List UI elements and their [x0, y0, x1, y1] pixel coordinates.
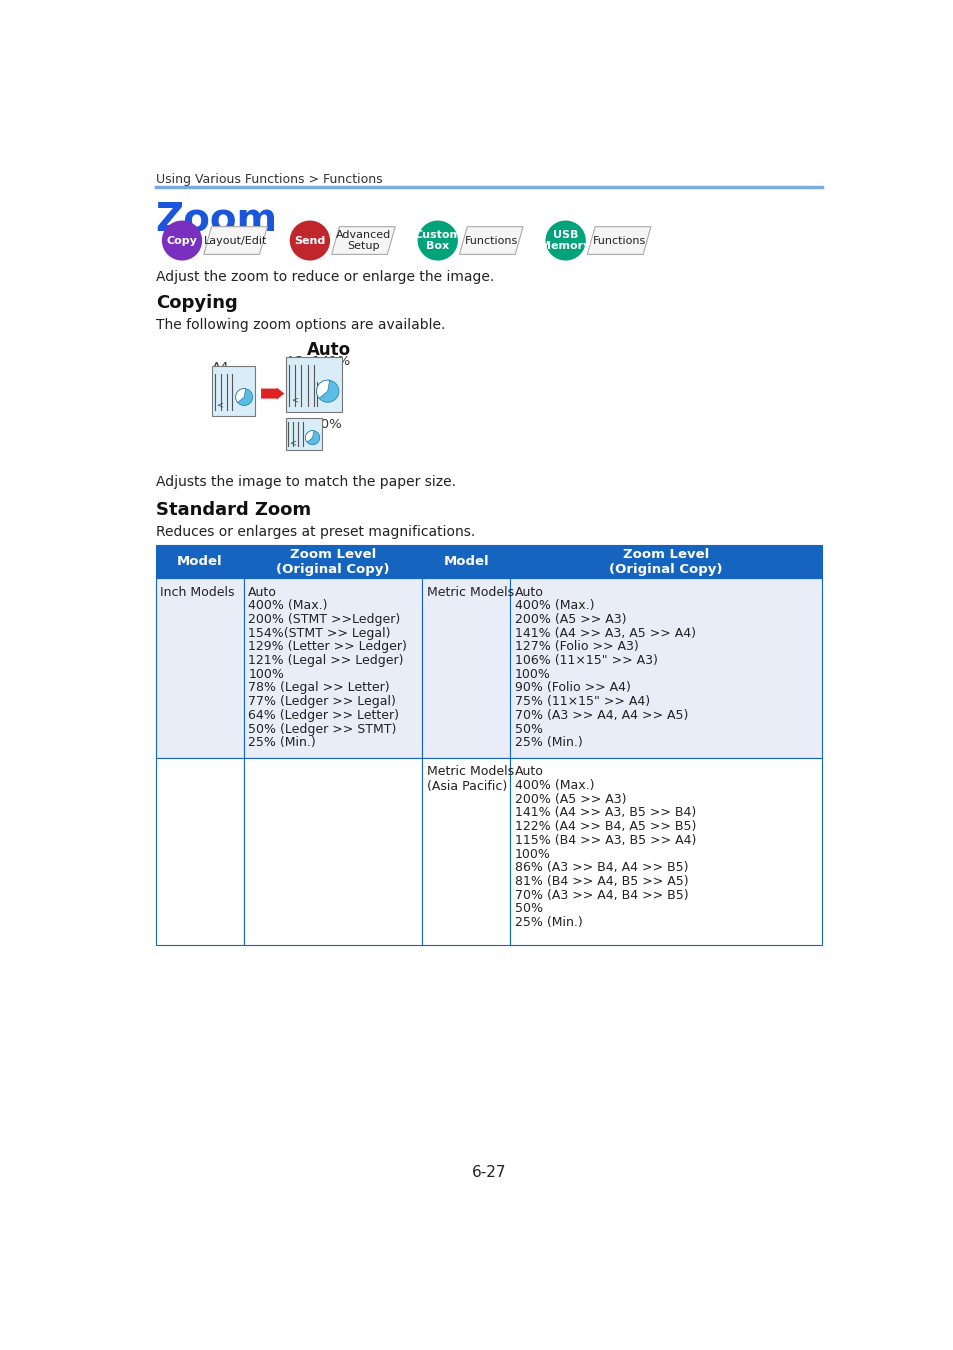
Text: Auto: Auto	[306, 340, 350, 359]
Text: Copying: Copying	[155, 294, 237, 312]
Text: 154%(STMT >> Legal): 154%(STMT >> Legal)	[248, 626, 391, 640]
Text: Standard Zoom: Standard Zoom	[155, 501, 311, 518]
Text: 400% (Max.): 400% (Max.)	[248, 599, 328, 612]
Text: Advanced
Setup: Advanced Setup	[335, 230, 391, 251]
Text: The following zoom options are available.: The following zoom options are available…	[155, 317, 445, 332]
Text: 121% (Legal >> Ledger): 121% (Legal >> Ledger)	[248, 653, 403, 667]
Text: 50%: 50%	[515, 902, 542, 915]
FancyBboxPatch shape	[155, 578, 243, 757]
Text: 400% (Max.): 400% (Max.)	[515, 599, 594, 612]
Text: Reduces or enlarges at preset magnifications.: Reduces or enlarges at preset magnificat…	[155, 525, 475, 540]
Text: Auto: Auto	[515, 586, 543, 598]
Text: 100%: 100%	[515, 848, 550, 860]
Text: Auto: Auto	[515, 765, 543, 779]
Text: Copy: Copy	[167, 235, 197, 246]
Text: 25% (Min.): 25% (Min.)	[248, 736, 315, 749]
Text: 115% (B4 >> A3, B5 >> A4): 115% (B4 >> A3, B5 >> A4)	[515, 834, 696, 846]
FancyBboxPatch shape	[422, 757, 510, 945]
Polygon shape	[587, 227, 650, 254]
Circle shape	[316, 381, 338, 402]
Text: 129% (Letter >> Ledger): 129% (Letter >> Ledger)	[248, 640, 407, 653]
Text: Metric Models
(Asia Pacific): Metric Models (Asia Pacific)	[427, 765, 514, 794]
Text: 106% (11×15" >> A3): 106% (11×15" >> A3)	[515, 653, 657, 667]
Text: 78% (Legal >> Letter): 78% (Legal >> Letter)	[248, 682, 390, 694]
FancyBboxPatch shape	[243, 578, 422, 757]
Wedge shape	[305, 431, 314, 443]
Polygon shape	[204, 227, 267, 254]
Text: Layout/Edit: Layout/Edit	[204, 235, 267, 246]
Text: Functions: Functions	[464, 235, 517, 246]
Text: 50% (Ledger >> STMT): 50% (Ledger >> STMT)	[248, 722, 396, 736]
Text: 100%: 100%	[248, 668, 284, 680]
Text: USB
Memory: USB Memory	[540, 230, 590, 251]
FancyBboxPatch shape	[243, 545, 422, 578]
Text: Using Various Functions > Functions: Using Various Functions > Functions	[155, 173, 382, 186]
Wedge shape	[316, 381, 330, 398]
Text: 141% (A4 >> A3, A5 >> A4): 141% (A4 >> A3, A5 >> A4)	[515, 626, 695, 640]
Text: Auto: Auto	[248, 586, 277, 598]
FancyBboxPatch shape	[422, 545, 510, 578]
FancyBboxPatch shape	[155, 545, 243, 578]
Text: 122% (A4 >> B4, A5 >> B5): 122% (A4 >> B4, A5 >> B5)	[515, 821, 696, 833]
Text: 25% (Min.): 25% (Min.)	[515, 917, 582, 929]
Text: 77% (Ledger >> Legal): 77% (Ledger >> Legal)	[248, 695, 395, 709]
Text: Zoom Level
(Original Copy): Zoom Level (Original Copy)	[276, 548, 390, 575]
FancyBboxPatch shape	[286, 417, 321, 450]
Text: Model: Model	[443, 555, 489, 568]
Text: 75% (11×15" >> A4): 75% (11×15" >> A4)	[515, 695, 649, 709]
FancyBboxPatch shape	[286, 356, 341, 412]
Circle shape	[305, 431, 319, 444]
Text: A3: 141%: A3: 141%	[286, 355, 350, 367]
Text: 64% (Ledger >> Letter): 64% (Ledger >> Letter)	[248, 709, 399, 722]
Text: Model: Model	[176, 555, 222, 568]
Text: <: <	[292, 396, 298, 405]
Text: Inch Models: Inch Models	[160, 586, 234, 598]
FancyBboxPatch shape	[243, 757, 422, 945]
Wedge shape	[235, 389, 246, 402]
Circle shape	[290, 220, 330, 261]
Text: 100%: 100%	[515, 668, 550, 680]
Text: <: <	[289, 439, 296, 447]
Text: Send: Send	[294, 235, 325, 246]
Circle shape	[235, 389, 253, 405]
Circle shape	[417, 220, 457, 261]
FancyBboxPatch shape	[155, 757, 243, 945]
Circle shape	[545, 220, 585, 261]
FancyBboxPatch shape	[510, 757, 821, 945]
Text: Adjust the zoom to reduce or enlarge the image.: Adjust the zoom to reduce or enlarge the…	[155, 270, 494, 284]
FancyBboxPatch shape	[422, 578, 510, 757]
Text: A4: A4	[212, 360, 230, 374]
Text: 200% (A5 >> A3): 200% (A5 >> A3)	[515, 613, 626, 626]
Text: A5: 70%: A5: 70%	[286, 417, 341, 431]
Text: 81% (B4 >> A4, B5 >> A5): 81% (B4 >> A4, B5 >> A5)	[515, 875, 688, 888]
Polygon shape	[459, 227, 522, 254]
Text: 141% (A4 >> A3, B5 >> B4): 141% (A4 >> A3, B5 >> B4)	[515, 806, 696, 819]
Polygon shape	[332, 227, 395, 254]
Text: Custom
Box: Custom Box	[414, 230, 461, 251]
Text: 127% (Folio >> A3): 127% (Folio >> A3)	[515, 640, 638, 653]
Text: 25% (Min.): 25% (Min.)	[515, 736, 582, 749]
Text: 86% (A3 >> B4, A4 >> B5): 86% (A3 >> B4, A4 >> B5)	[515, 861, 688, 875]
Text: 200% (STMT >>Ledger): 200% (STMT >>Ledger)	[248, 613, 400, 626]
Text: 70% (A3 >> A4, B4 >> B5): 70% (A3 >> A4, B4 >> B5)	[515, 888, 688, 902]
Text: 50%: 50%	[515, 722, 542, 736]
FancyBboxPatch shape	[510, 578, 821, 757]
Text: 200% (A5 >> A3): 200% (A5 >> A3)	[515, 792, 626, 806]
Text: 70% (A3 >> A4, A4 >> A5): 70% (A3 >> A4, A4 >> A5)	[515, 709, 687, 722]
Text: Zoom Level
(Original Copy): Zoom Level (Original Copy)	[609, 548, 722, 575]
Text: <: <	[216, 401, 223, 409]
FancyBboxPatch shape	[212, 366, 254, 416]
Text: Metric Models: Metric Models	[427, 586, 514, 598]
FancyBboxPatch shape	[510, 545, 821, 578]
Text: Adjusts the image to match the paper size.: Adjusts the image to match the paper siz…	[155, 475, 456, 490]
Text: Functions: Functions	[592, 235, 645, 246]
Text: 6-27: 6-27	[471, 1165, 506, 1180]
FancyArrow shape	[261, 387, 284, 400]
Text: 90% (Folio >> A4): 90% (Folio >> A4)	[515, 682, 630, 694]
Circle shape	[162, 220, 202, 261]
Text: Zoom: Zoom	[155, 201, 277, 239]
Text: 400% (Max.): 400% (Max.)	[515, 779, 594, 792]
